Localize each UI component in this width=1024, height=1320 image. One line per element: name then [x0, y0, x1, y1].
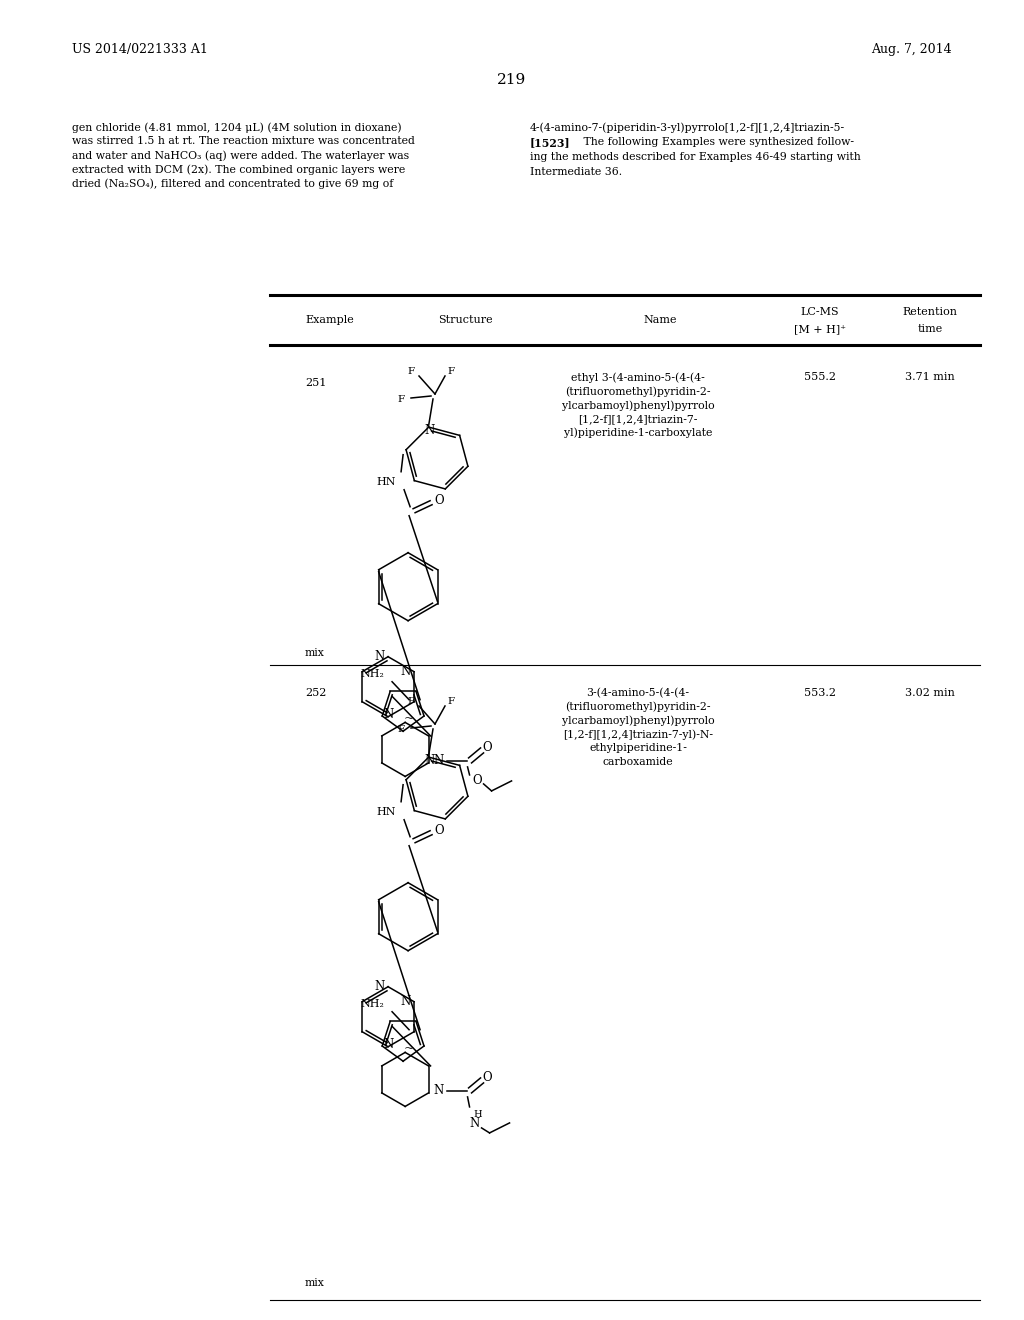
- Text: NH₂: NH₂: [360, 669, 384, 678]
- Text: N: N: [383, 708, 393, 721]
- Text: N: N: [433, 1085, 443, 1097]
- Text: 219: 219: [498, 73, 526, 87]
- Text: Structure: Structure: [437, 315, 493, 325]
- Text: ethyl 3-(4-amino-5-(4-(4-
(trifluoromethyl)pyridin-2-
ylcarbamoyl)phenyl)pyrrolo: ethyl 3-(4-amino-5-(4-(4- (trifluorometh…: [562, 372, 715, 438]
- Text: N: N: [374, 981, 384, 993]
- Text: Example: Example: [305, 315, 353, 325]
- Text: Name: Name: [643, 315, 677, 325]
- Text: LC-MS: LC-MS: [801, 308, 840, 317]
- Text: N: N: [400, 995, 411, 1008]
- Text: O: O: [482, 1072, 493, 1085]
- Text: 3-(4-amino-5-(4-(4-
(trifluoromethyl)pyridin-2-
ylcarbamoyl)phenyl)pyrrolo
[1,2-: 3-(4-amino-5-(4-(4- (trifluoromethyl)pyr…: [562, 688, 715, 767]
- Text: 553.2: 553.2: [804, 688, 836, 698]
- Text: F: F: [447, 367, 455, 376]
- Text: N: N: [425, 424, 435, 437]
- Text: ing the methods described for Examples 46-49 starting with: ing the methods described for Examples 4…: [530, 152, 861, 162]
- Text: mix: mix: [305, 648, 325, 657]
- Text: [M + H]⁺: [M + H]⁺: [794, 323, 846, 334]
- Text: time: time: [918, 323, 943, 334]
- Text: ~: ~: [404, 713, 415, 725]
- Text: Retention: Retention: [902, 308, 957, 317]
- Text: 3.71 min: 3.71 min: [905, 372, 954, 381]
- Text: US 2014/0221333 A1: US 2014/0221333 A1: [72, 44, 208, 57]
- Text: H: H: [473, 1110, 482, 1119]
- Text: F: F: [397, 726, 404, 734]
- Text: N: N: [433, 755, 443, 767]
- Text: N: N: [425, 754, 435, 767]
- Text: mix: mix: [305, 1278, 325, 1288]
- Text: HN: HN: [377, 807, 396, 817]
- Text: 4-(4-amino-7-(piperidin-3-yl)pyrrolo[1,2-f][1,2,4]triazin-5-: 4-(4-amino-7-(piperidin-3-yl)pyrrolo[1,2…: [530, 121, 845, 132]
- Text: ~: ~: [404, 1043, 415, 1055]
- Text: gen chloride (4.81 mmol, 1204 μL) (4M solution in dioxane)
was stirred 1.5 h at : gen chloride (4.81 mmol, 1204 μL) (4M so…: [72, 121, 415, 189]
- Text: 252: 252: [305, 688, 327, 698]
- Text: O: O: [473, 775, 482, 788]
- Text: 251: 251: [305, 378, 327, 388]
- Text: 3.02 min: 3.02 min: [905, 688, 955, 698]
- Text: Aug. 7, 2014: Aug. 7, 2014: [871, 44, 952, 57]
- Text: 555.2: 555.2: [804, 372, 836, 381]
- Text: HN: HN: [377, 477, 396, 487]
- Text: F: F: [408, 697, 415, 706]
- Text: N: N: [383, 1038, 393, 1051]
- Text: F: F: [408, 367, 415, 376]
- Text: O: O: [482, 742, 493, 755]
- Text: O: O: [434, 824, 443, 837]
- Text: N: N: [469, 1118, 479, 1130]
- Text: F: F: [447, 697, 455, 706]
- Text: N: N: [400, 665, 411, 678]
- Text: [1523]: [1523]: [530, 137, 570, 148]
- Text: Intermediate 36.: Intermediate 36.: [530, 168, 623, 177]
- Text: NH₂: NH₂: [360, 999, 384, 1008]
- Text: O: O: [434, 494, 443, 507]
- Text: N: N: [374, 651, 384, 663]
- Text: The following Examples were synthesized follow-: The following Examples were synthesized …: [573, 137, 854, 147]
- Text: F: F: [397, 396, 404, 404]
